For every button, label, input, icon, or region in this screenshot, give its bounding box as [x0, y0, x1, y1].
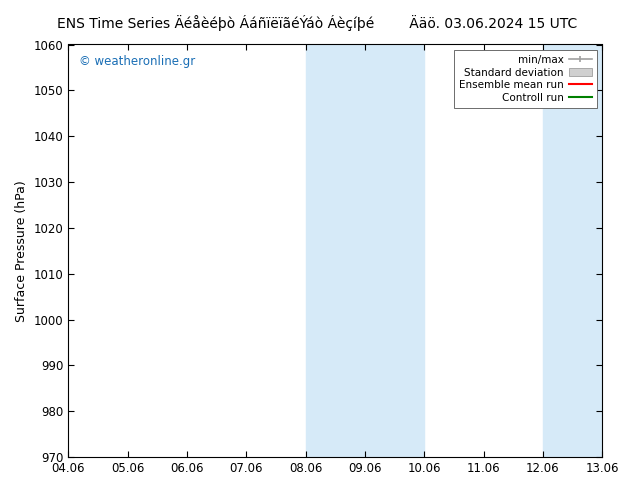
Bar — [543, 45, 602, 457]
Text: © weatheronline.gr: © weatheronline.gr — [79, 55, 195, 68]
Y-axis label: Surface Pressure (hPa): Surface Pressure (hPa) — [15, 180, 28, 322]
Legend: min/max, Standard deviation, Ensemble mean run, Controll run: min/max, Standard deviation, Ensemble me… — [454, 49, 597, 108]
Text: ENS Time Series Äéåèéþò ÁáñïëïãéÝáò Áèçíþé        Ääö. 03.06.2024 15 UTC: ENS Time Series Äéåèéþò ÁáñïëïãéÝáò Áèçí… — [57, 15, 577, 31]
Bar — [306, 45, 424, 457]
